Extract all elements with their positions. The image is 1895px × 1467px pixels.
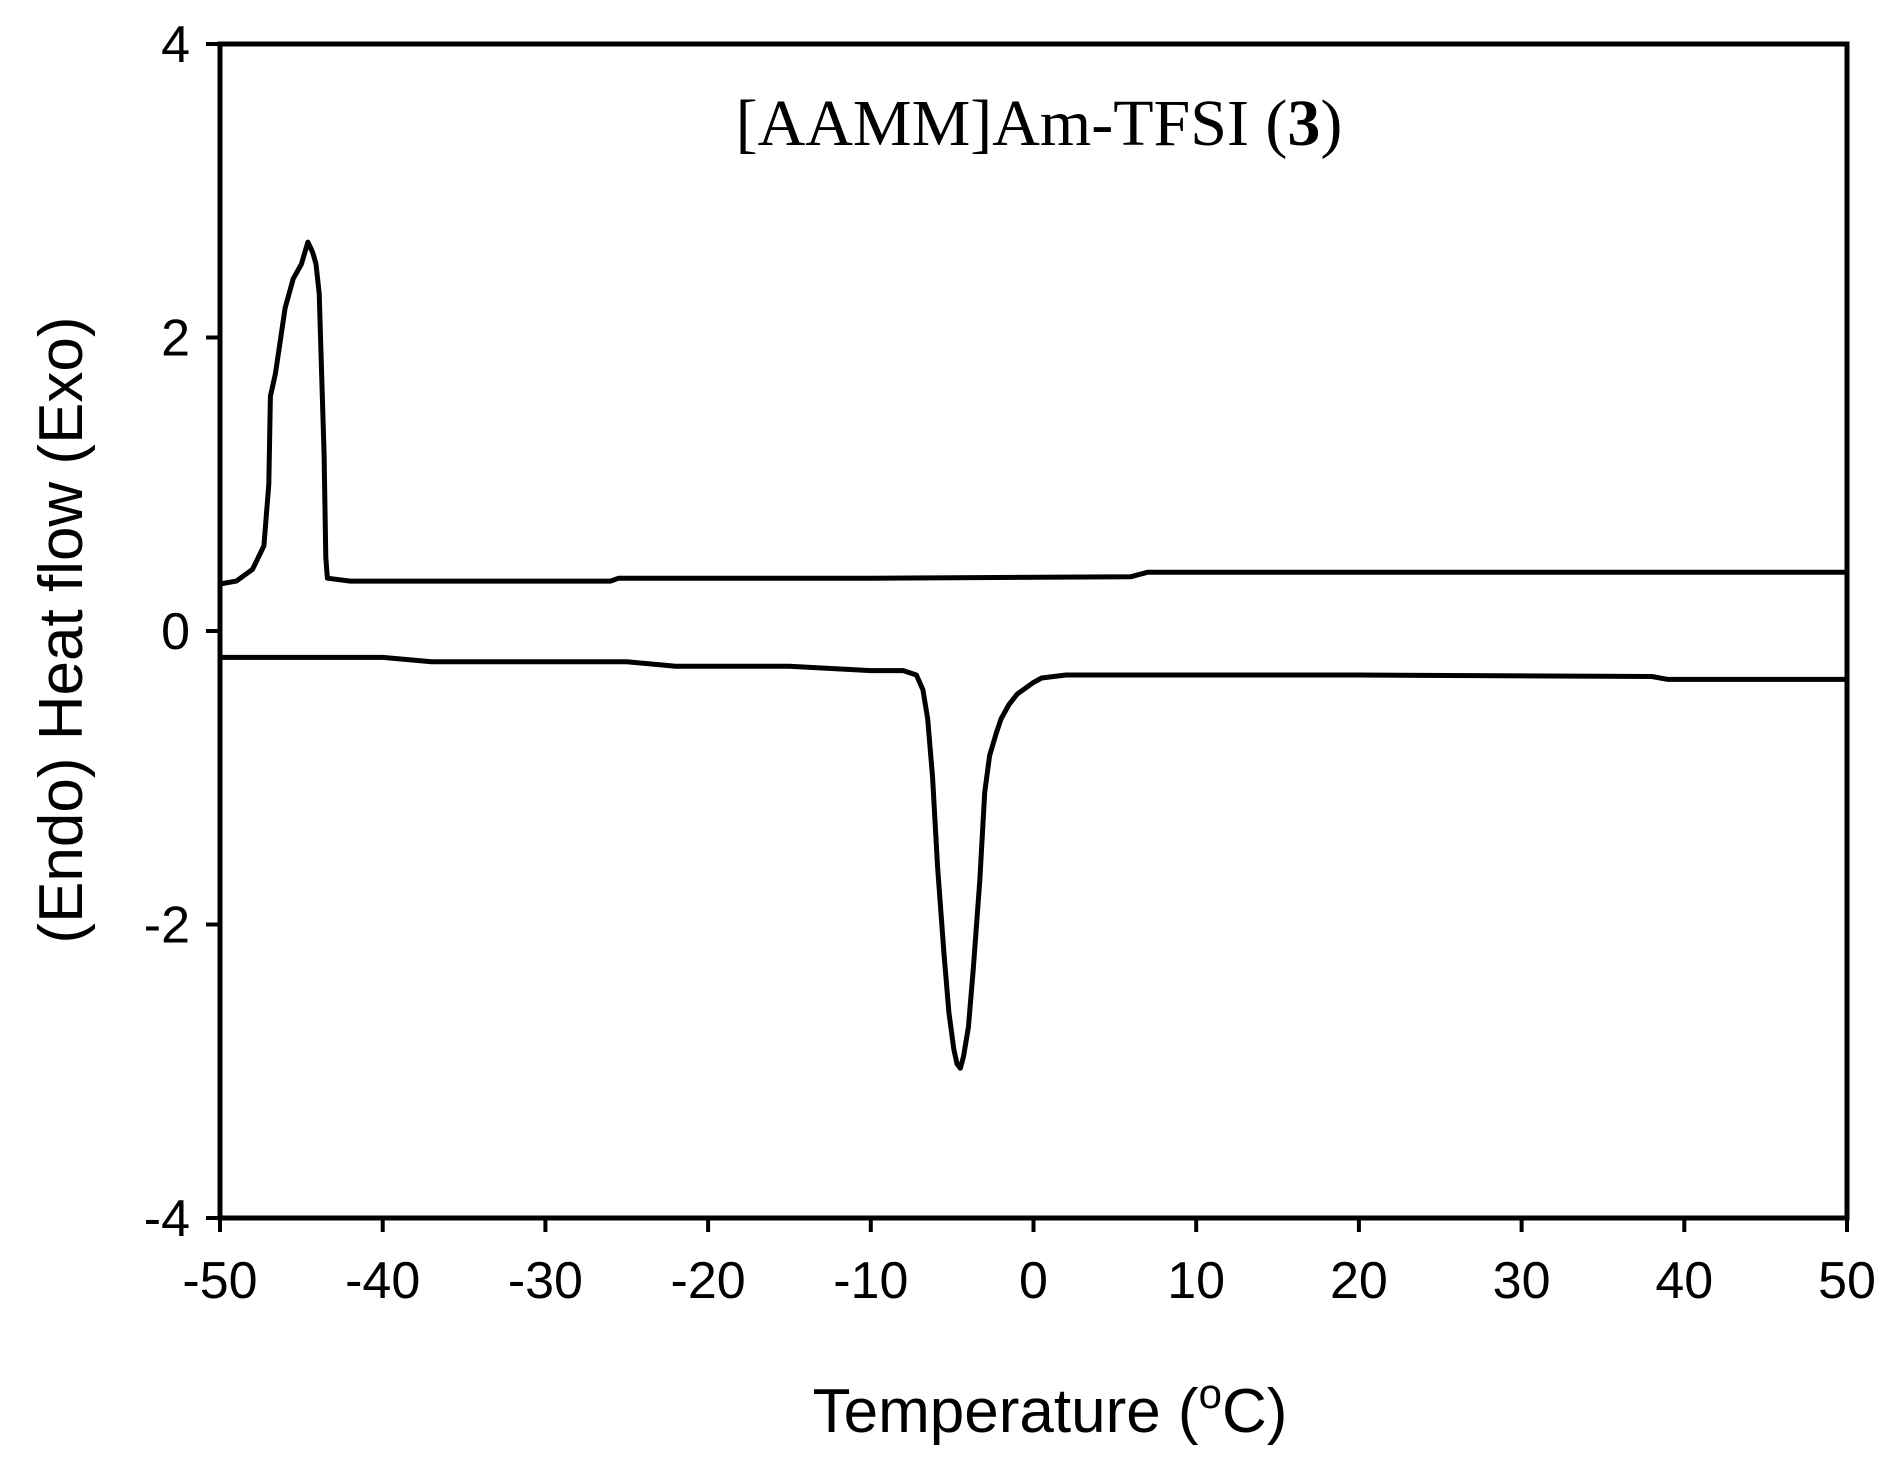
y-tick-label: 2 [161,310,190,368]
y-axis-ticks: -4 -2 0 2 4 [144,16,220,1248]
y-tick-label: -4 [144,1190,190,1248]
x-tick-label: 50 [1818,1252,1876,1310]
degree-superscript: o [1199,1370,1222,1417]
x-tick-label: 0 [1019,1252,1048,1310]
x-axis-ticks: -50 -40 -30 -20 -10 0 10 20 30 40 50 [182,1218,1876,1310]
y-tick-label: 0 [161,603,190,661]
series-lines [217,239,1850,1071]
y-tick-label: 4 [161,16,190,74]
x-tick-label: 10 [1167,1252,1225,1310]
x-tick-label: -30 [508,1252,583,1310]
chart-title: [AAMM]Am-TFSI (3) [736,87,1343,160]
plot-area [217,41,1850,1221]
x-tick-label: 20 [1330,1252,1388,1310]
plot-frame [217,41,1850,1221]
x-axis-title: Temperature (oC) [813,1370,1288,1446]
x-tick-label: 30 [1493,1252,1551,1310]
x-tick-label: -40 [345,1252,420,1310]
x-tick-label: -10 [833,1252,908,1310]
series-line-cooling [217,239,1850,587]
y-axis-title: (Endo) Heat flow (Exo) [27,316,96,943]
x-tick-label: -20 [671,1252,746,1310]
x-tick-label: -50 [182,1252,257,1310]
series-line-heating [217,654,1850,1071]
x-tick-label: 40 [1655,1252,1713,1310]
chart-title-number: 3 [1287,87,1320,160]
y-tick-label: -2 [144,897,190,955]
